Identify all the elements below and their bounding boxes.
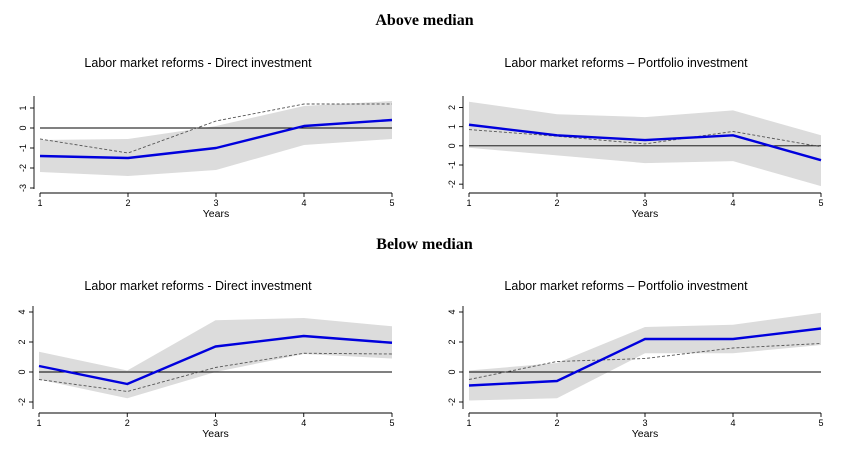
y-tick-label: 2 xyxy=(447,105,457,110)
chart-title: Labor market reforms – Portfolio investm… xyxy=(504,279,748,293)
y-tick-label: 0 xyxy=(17,369,27,374)
y-tick-label: 4 xyxy=(17,309,27,314)
x-tick-label: 2 xyxy=(554,198,559,208)
confidence-band xyxy=(39,318,392,399)
x-tick-label: 1 xyxy=(466,198,471,208)
dashed-series-line xyxy=(38,352,393,392)
chart-title: Labor market reforms - Direct investment xyxy=(84,56,312,70)
x-tick-label: 2 xyxy=(125,198,130,208)
y-tick-label: -1 xyxy=(18,144,28,152)
x-tick-label: 2 xyxy=(554,418,559,428)
section-heading-above-median: Above median xyxy=(375,12,474,29)
chart-title: Labor market reforms - Direct investment xyxy=(84,279,312,293)
x-tick-label: 5 xyxy=(389,198,394,208)
y-tick-label: 0 xyxy=(447,143,457,148)
x-tick-label: 4 xyxy=(730,418,735,428)
x-tick-label: 3 xyxy=(642,418,647,428)
x-tick-label: 1 xyxy=(36,418,41,428)
section-heading-below-median: Below median xyxy=(376,236,473,253)
x-tick-label: 1 xyxy=(37,198,42,208)
x-axis-label: Years xyxy=(632,428,658,440)
x-tick-label: 5 xyxy=(818,198,823,208)
x-tick-label: 4 xyxy=(301,418,306,428)
x-tick-label: 1 xyxy=(466,418,471,428)
x-tick-label: 4 xyxy=(301,198,306,208)
chart-title: Labor market reforms – Portfolio investm… xyxy=(504,56,748,70)
x-axis-label: Years xyxy=(632,208,658,220)
estimate-series-line xyxy=(38,334,393,386)
dashed-series-line xyxy=(468,343,822,380)
y-tick-label: -1 xyxy=(447,161,457,169)
y-tick-label: 1 xyxy=(447,124,457,129)
x-axis-label: Years xyxy=(202,428,228,440)
y-tick-label: 1 xyxy=(18,105,28,110)
estimate-series-line xyxy=(468,327,822,387)
y-tick-label: -2 xyxy=(447,398,457,406)
y-tick-label: 2 xyxy=(447,339,457,344)
y-tick-label: -2 xyxy=(18,164,28,172)
y-tick-label: -3 xyxy=(18,184,28,192)
x-tick-label: 3 xyxy=(213,198,218,208)
x-tick-label: 3 xyxy=(213,418,218,428)
confidence-band xyxy=(469,312,821,401)
dashed-series-line xyxy=(39,103,392,154)
estimate-series-line xyxy=(39,118,393,160)
x-tick-label: 2 xyxy=(125,418,130,428)
y-tick-label: 0 xyxy=(18,125,28,130)
y-tick-label: -2 xyxy=(17,398,27,406)
y-tick-label: 4 xyxy=(447,309,457,314)
x-tick-label: 4 xyxy=(730,198,735,208)
x-axis-label: Years xyxy=(203,208,229,220)
x-tick-label: 5 xyxy=(389,418,394,428)
x-tick-label: 3 xyxy=(642,198,647,208)
dashed-series-line xyxy=(468,129,822,148)
y-tick-label: -2 xyxy=(447,180,457,188)
y-tick-label: 2 xyxy=(17,339,27,344)
y-tick-label: 0 xyxy=(447,369,457,374)
x-tick-label: 5 xyxy=(818,418,823,428)
estimate-series-line xyxy=(468,123,822,162)
